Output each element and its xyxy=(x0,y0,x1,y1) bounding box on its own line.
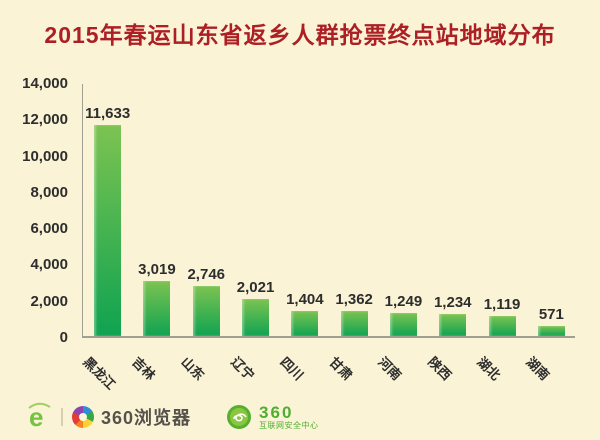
bar-value-label: 1,234 xyxy=(433,294,472,311)
x-category-label: 黑龙江 xyxy=(79,354,119,393)
x-category-label: 吉林 xyxy=(129,354,159,384)
y-tick-label: 2,000 xyxy=(30,292,68,310)
bar-value-label: 1,362 xyxy=(335,291,373,308)
security-center-brand: 360 互联网安全中心 xyxy=(259,404,319,430)
browser-brand-label: 360浏览器 xyxy=(101,408,192,428)
y-tick-label: 12,000 xyxy=(22,111,68,129)
bar-湖南 xyxy=(537,326,565,336)
bar-甘肃 xyxy=(340,311,368,336)
y-tick-label: 6,000 xyxy=(30,220,68,238)
360-security-badge-icon xyxy=(226,404,252,430)
x-category-label: 山东 xyxy=(178,354,208,384)
bar-湖北 xyxy=(488,316,516,336)
bar-辽宁 xyxy=(242,299,270,336)
y-tick-label: 8,000 xyxy=(30,183,68,201)
bar-山东 xyxy=(192,286,220,336)
footer: e 360浏览器 360 互联网安全中心 xyxy=(26,398,319,436)
x-category-label: 河南 xyxy=(375,354,405,384)
svg-text:e: e xyxy=(29,402,43,430)
bar-陕西 xyxy=(439,314,467,336)
x-axis-labels: 黑龙江 吉林 山东 辽宁 四川 甘肃 河南 陕西 湖北 湖南 xyxy=(79,348,592,400)
bar-value-label: 1,404 xyxy=(286,291,324,308)
bar-value-label: 1,249 xyxy=(384,293,423,310)
green-e-browser-icon: e xyxy=(26,400,52,435)
bar-value-label: 3,019 xyxy=(138,261,176,278)
bar-value-label: 2,746 xyxy=(187,266,226,283)
divider xyxy=(61,408,63,426)
x-category-label: 甘肃 xyxy=(326,354,356,384)
x-category-label: 湖南 xyxy=(523,354,553,384)
y-tick-label: 10,000 xyxy=(22,147,68,165)
bar-吉林 xyxy=(143,281,171,336)
bar-value-label: 571 xyxy=(538,306,564,323)
x-category-label: 湖北 xyxy=(474,354,504,384)
x-category-label: 陕西 xyxy=(425,354,455,384)
y-tick-label: 0 xyxy=(59,329,68,346)
bar-四川 xyxy=(291,311,319,336)
security-brand-label: 互联网安全中心 xyxy=(259,421,319,430)
x-category-label: 辽宁 xyxy=(227,354,257,384)
360-browser-pinwheel-icon xyxy=(72,406,94,428)
y-tick-label: 4,000 xyxy=(30,256,68,274)
x-category-label: 四川 xyxy=(277,354,307,384)
bar-value-label: 1,119 xyxy=(483,296,521,313)
y-axis: 0 2,000 4,000 6,000 8,000 10,000 12,000 14,000 xyxy=(0,75,74,346)
bar-黑龙江 xyxy=(94,125,122,336)
y-tick-label: 14,000 xyxy=(22,75,68,92)
chart-title: 2015年春运山东省返乡人群抢票终点站地域分布 xyxy=(44,22,556,48)
bar-value-label: 11,633 xyxy=(85,105,131,122)
bar-河南 xyxy=(389,313,417,336)
bar-value-label: 2,021 xyxy=(236,279,275,296)
plot-area: 11,633 3,019 2,746 2,021 1,404 1,362 1,249 1,23… xyxy=(82,84,575,338)
security-brand-number: 360 xyxy=(259,403,294,422)
